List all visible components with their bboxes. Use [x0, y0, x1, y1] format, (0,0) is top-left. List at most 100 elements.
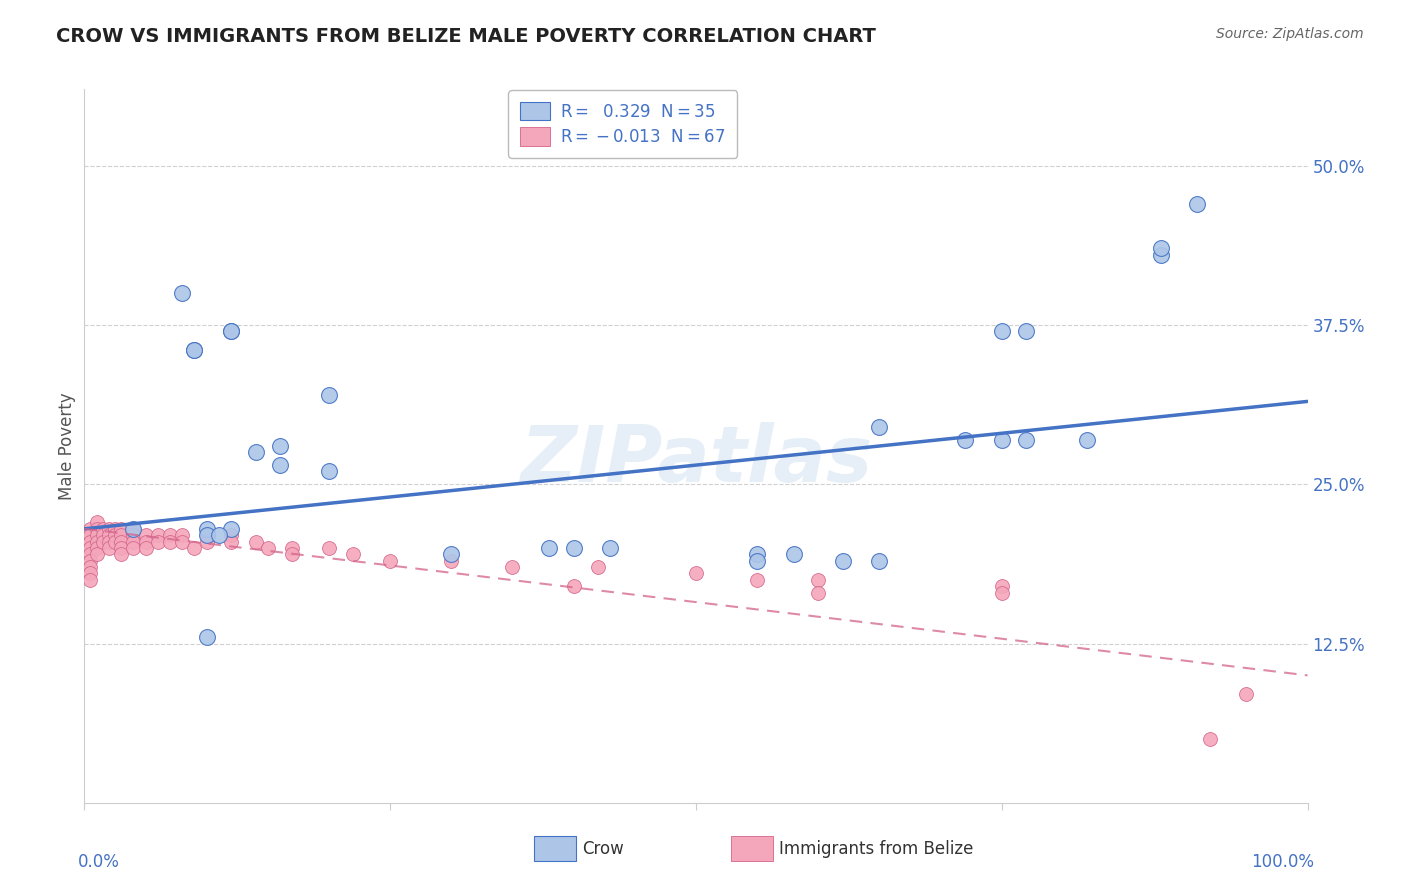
Point: [1150, 242, 1173, 256]
Point: [586, 560, 609, 574]
Point: [1015, 433, 1038, 447]
Point: [440, 554, 463, 568]
Point: [135, 534, 157, 549]
Point: [991, 324, 1014, 338]
Point: [869, 554, 891, 568]
Point: [380, 554, 402, 568]
Point: [183, 541, 205, 555]
Point: [110, 528, 132, 542]
Point: [135, 528, 157, 542]
Point: [172, 534, 194, 549]
Point: [195, 522, 218, 536]
Point: [257, 541, 280, 555]
Point: [91, 528, 114, 542]
Point: [91, 534, 114, 549]
Point: [269, 439, 291, 453]
Point: [195, 528, 218, 542]
Point: [219, 528, 242, 542]
Point: [86, 522, 108, 536]
Point: [991, 585, 1014, 599]
Point: [219, 534, 242, 549]
Point: [953, 433, 976, 447]
Point: [1236, 688, 1258, 702]
Point: [1150, 248, 1173, 262]
Text: ZIPatlas: ZIPatlas: [520, 422, 872, 499]
Point: [195, 630, 218, 644]
Point: [146, 528, 169, 542]
Point: [269, 458, 291, 472]
Point: [159, 534, 181, 549]
Text: 0.0%: 0.0%: [79, 853, 120, 871]
Point: [135, 541, 157, 555]
Point: [562, 541, 585, 555]
Point: [110, 547, 132, 561]
Point: [831, 554, 853, 568]
Point: [97, 528, 120, 542]
Point: [79, 534, 101, 549]
Point: [318, 541, 340, 555]
Point: [104, 522, 127, 536]
Point: [342, 547, 364, 561]
Point: [281, 541, 304, 555]
Point: [685, 566, 707, 581]
Point: [1187, 197, 1209, 211]
Point: [122, 541, 145, 555]
Point: [538, 541, 561, 555]
Point: [208, 528, 231, 542]
Point: [440, 547, 463, 561]
Point: [110, 522, 132, 536]
Text: Source: ZipAtlas.com: Source: ZipAtlas.com: [1216, 27, 1364, 41]
Point: [562, 579, 585, 593]
Point: [1076, 433, 1098, 447]
Point: [219, 324, 242, 338]
Point: [79, 554, 101, 568]
Point: [122, 522, 145, 536]
Point: [79, 573, 101, 587]
Point: [502, 560, 524, 574]
Point: [183, 343, 205, 358]
Point: [79, 547, 101, 561]
Point: [747, 554, 769, 568]
Point: [97, 541, 120, 555]
Point: [991, 579, 1014, 593]
Point: [172, 286, 194, 301]
Point: [599, 541, 621, 555]
Point: [747, 573, 769, 587]
Point: [86, 547, 108, 561]
Point: [219, 324, 242, 338]
Point: [183, 343, 205, 358]
Point: [79, 566, 101, 581]
Point: [807, 573, 830, 587]
Point: [281, 547, 304, 561]
Point: [110, 534, 132, 549]
Point: [104, 534, 127, 549]
Point: [807, 585, 830, 599]
Point: [122, 522, 145, 536]
Text: Immigrants from Belize: Immigrants from Belize: [779, 840, 973, 858]
Point: [172, 528, 194, 542]
Point: [219, 522, 242, 536]
Point: [869, 420, 891, 434]
Text: 100.0%: 100.0%: [1251, 853, 1313, 871]
Point: [79, 528, 101, 542]
Point: [91, 522, 114, 536]
Point: [783, 547, 806, 561]
Point: [86, 516, 108, 530]
Point: [79, 541, 101, 555]
Point: [86, 541, 108, 555]
Text: Crow: Crow: [582, 840, 624, 858]
Y-axis label: Male Poverty: Male Poverty: [58, 392, 76, 500]
Point: [122, 528, 145, 542]
Point: [79, 522, 101, 536]
Point: [195, 534, 218, 549]
Point: [97, 534, 120, 549]
Legend: $\mathrm{R =\ \ 0.329\ \ N = 35}$, $\mathrm{R = -0.013\ \ N = 67}$: $\mathrm{R =\ \ 0.329\ \ N = 35}$, $\mat…: [508, 90, 737, 158]
Point: [991, 433, 1014, 447]
Point: [79, 560, 101, 574]
Point: [86, 534, 108, 549]
Point: [110, 541, 132, 555]
Point: [86, 528, 108, 542]
Point: [1198, 732, 1220, 747]
Point: [104, 528, 127, 542]
Point: [747, 547, 769, 561]
